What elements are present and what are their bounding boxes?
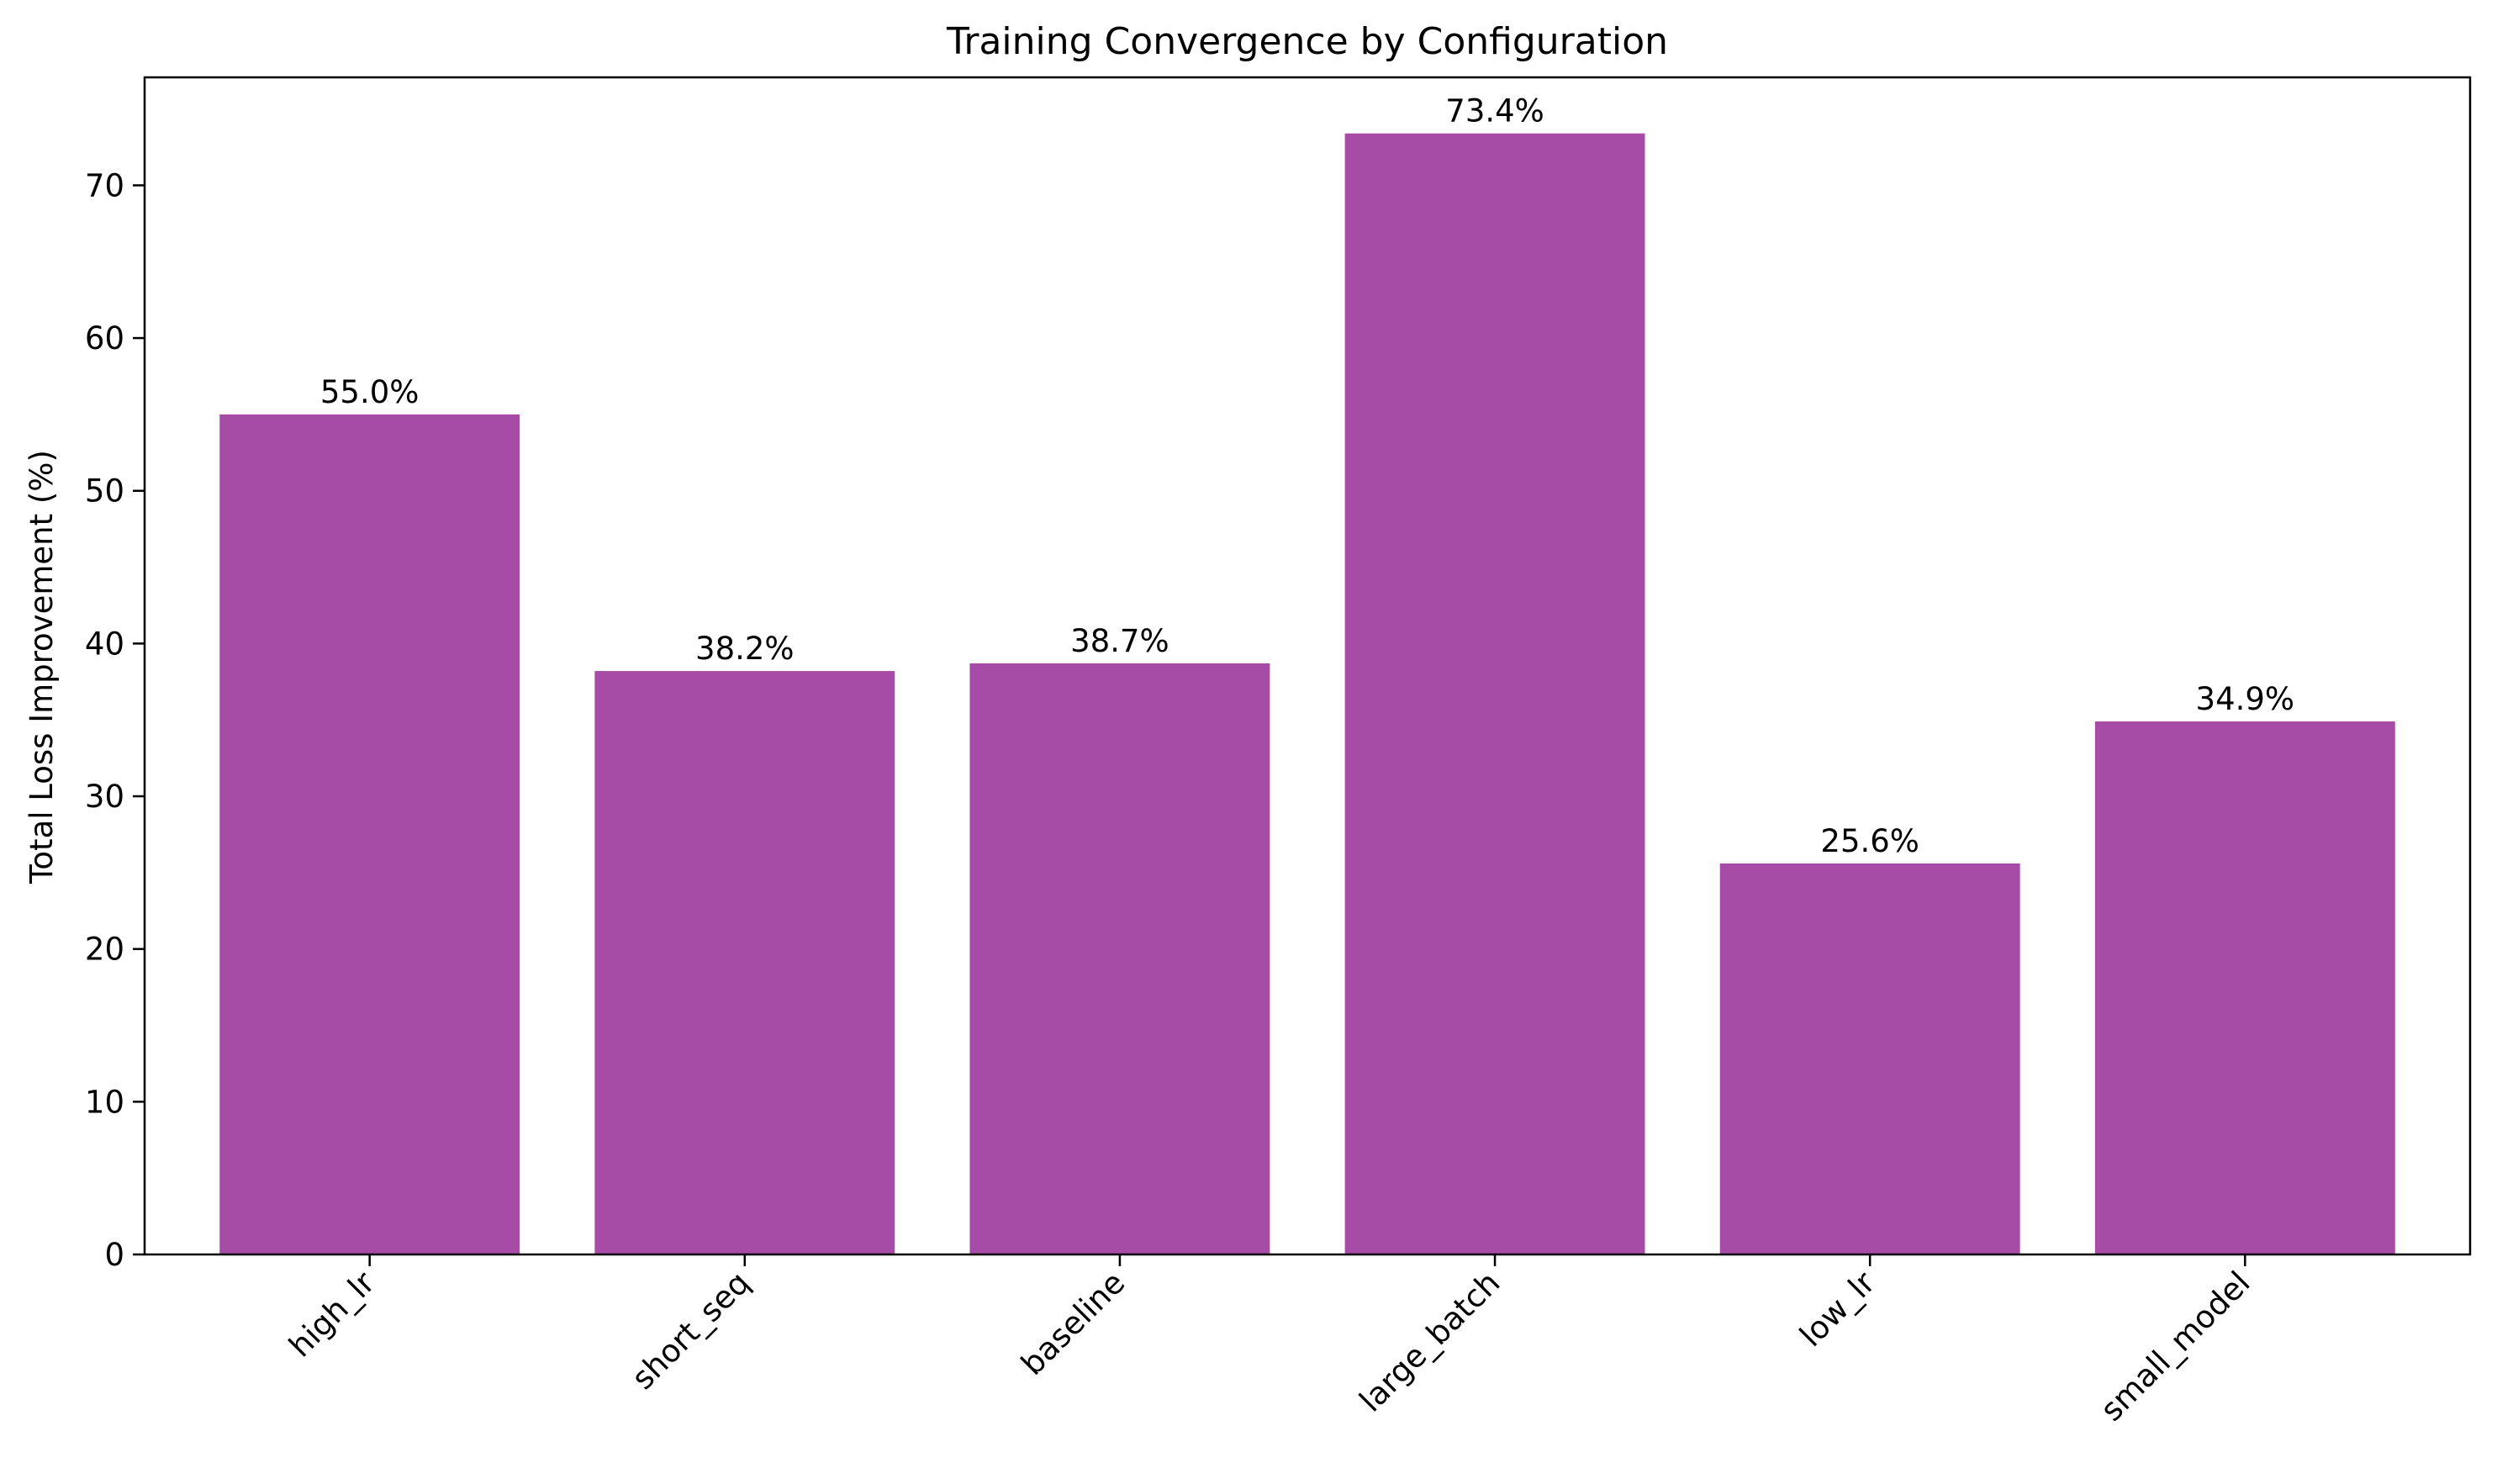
y-axis-label: Total Loss Improvement (%) [24,450,60,885]
bar-value-label: 34.9% [2196,681,2295,717]
y-axis: 0 10 20 30 40 50 60 70 [85,167,145,1273]
bars-layer [219,133,2395,1255]
chart-title: Training Convergence by Configuration [946,20,1668,63]
bar-value-label: 25.6% [1820,823,1919,859]
bar-labels-layer: 55.0% 38.2% 38.7% 73.4% 25.6% 34.9% [320,93,2294,859]
y-tick-label: 70 [85,167,124,203]
bar-high-lr [219,414,520,1254]
y-tick-label: 50 [85,473,124,510]
bar-short-seq [594,671,895,1254]
bar-value-label: 38.2% [695,631,794,667]
bar-low-lr [1719,863,2020,1254]
y-tick-label: 30 [85,779,124,815]
y-tick-label: 0 [104,1237,124,1273]
bar-baseline [969,663,1270,1254]
y-tick-label: 60 [85,320,124,356]
y-tick-label: 10 [85,1084,124,1120]
plot-frame [143,76,2472,1256]
y-tick-label: 20 [85,932,124,968]
bar-value-label: 73.4% [1445,93,1544,129]
bar-small-model [2094,721,2395,1254]
bar-large-batch [1344,133,1645,1255]
y-tick-label: 40 [85,626,124,662]
bar-value-label: 38.7% [1070,623,1169,659]
bar-value-label: 55.0% [320,374,420,410]
